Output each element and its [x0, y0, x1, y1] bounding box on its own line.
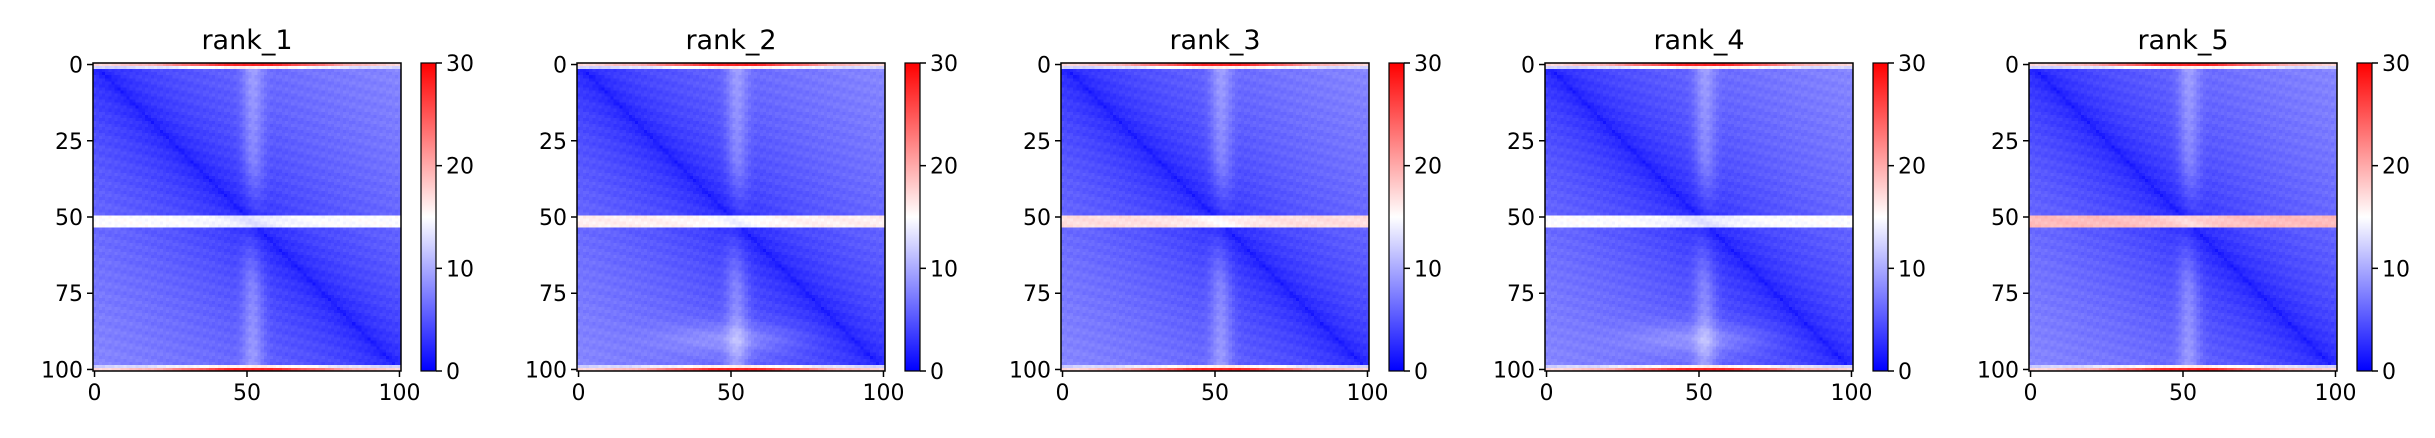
heatmap-cells	[93, 63, 402, 372]
panel-title: rank_1	[201, 25, 292, 56]
